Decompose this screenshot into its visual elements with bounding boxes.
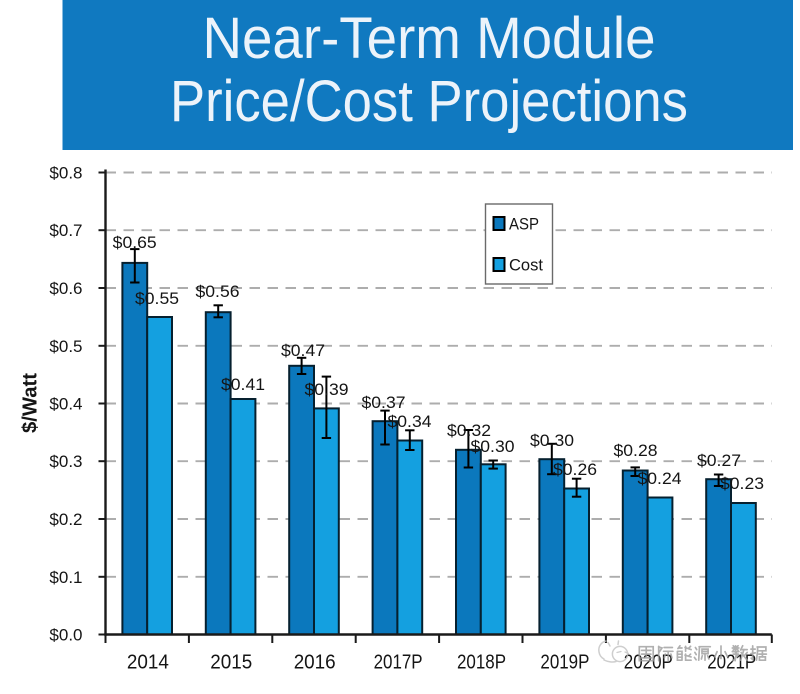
svg-text:$0.24: $0.24 — [638, 469, 682, 488]
svg-text:$0.39: $0.39 — [305, 380, 349, 399]
svg-text:$0.32: $0.32 — [447, 421, 491, 440]
svg-text:$0.56: $0.56 — [196, 282, 240, 301]
svg-text:2019P: 2019P — [540, 652, 589, 674]
svg-text:2018P: 2018P — [457, 652, 506, 674]
svg-text:$0.65: $0.65 — [113, 233, 157, 252]
svg-text:$0.7: $0.7 — [49, 221, 82, 240]
svg-text:$0.47: $0.47 — [281, 341, 325, 360]
svg-text:Price/Cost Projections: Price/Cost Projections — [170, 69, 688, 134]
svg-text:$0.5: $0.5 — [49, 337, 82, 356]
svg-text:$0.3: $0.3 — [49, 452, 82, 471]
svg-text:2015: 2015 — [210, 652, 252, 674]
svg-text:$0.6: $0.6 — [49, 279, 82, 298]
svg-text:2017P: 2017P — [374, 652, 423, 674]
svg-text:$0.30: $0.30 — [530, 431, 574, 450]
svg-text:$/Watt: $/Watt — [20, 373, 42, 433]
svg-text:$0.0: $0.0 — [49, 626, 82, 645]
svg-text:$0.4: $0.4 — [49, 395, 82, 414]
svg-text:$0.27: $0.27 — [697, 451, 741, 470]
svg-text:Near-Term Module: Near-Term Module — [203, 6, 656, 71]
svg-text:$0.8: $0.8 — [49, 164, 82, 183]
svg-text:$0.41: $0.41 — [221, 375, 265, 394]
svg-text:$0.55: $0.55 — [135, 289, 179, 308]
svg-text:$0.1: $0.1 — [49, 568, 82, 587]
svg-text:$0.23: $0.23 — [720, 474, 764, 493]
svg-text:ASP: ASP — [509, 215, 539, 234]
svg-text:Cost: Cost — [509, 256, 543, 275]
svg-text:$0.37: $0.37 — [362, 393, 406, 412]
svg-text:$0.26: $0.26 — [553, 460, 597, 479]
svg-text:2016: 2016 — [294, 652, 336, 674]
svg-text:2014: 2014 — [127, 652, 169, 674]
svg-text:2021P: 2021P — [707, 652, 756, 674]
svg-text:$0.28: $0.28 — [614, 441, 658, 460]
svg-text:2020P: 2020P — [624, 652, 673, 674]
svg-text:$0.2: $0.2 — [49, 510, 82, 529]
svg-text:$0.34: $0.34 — [388, 412, 432, 431]
svg-text:$0.30: $0.30 — [471, 437, 515, 456]
